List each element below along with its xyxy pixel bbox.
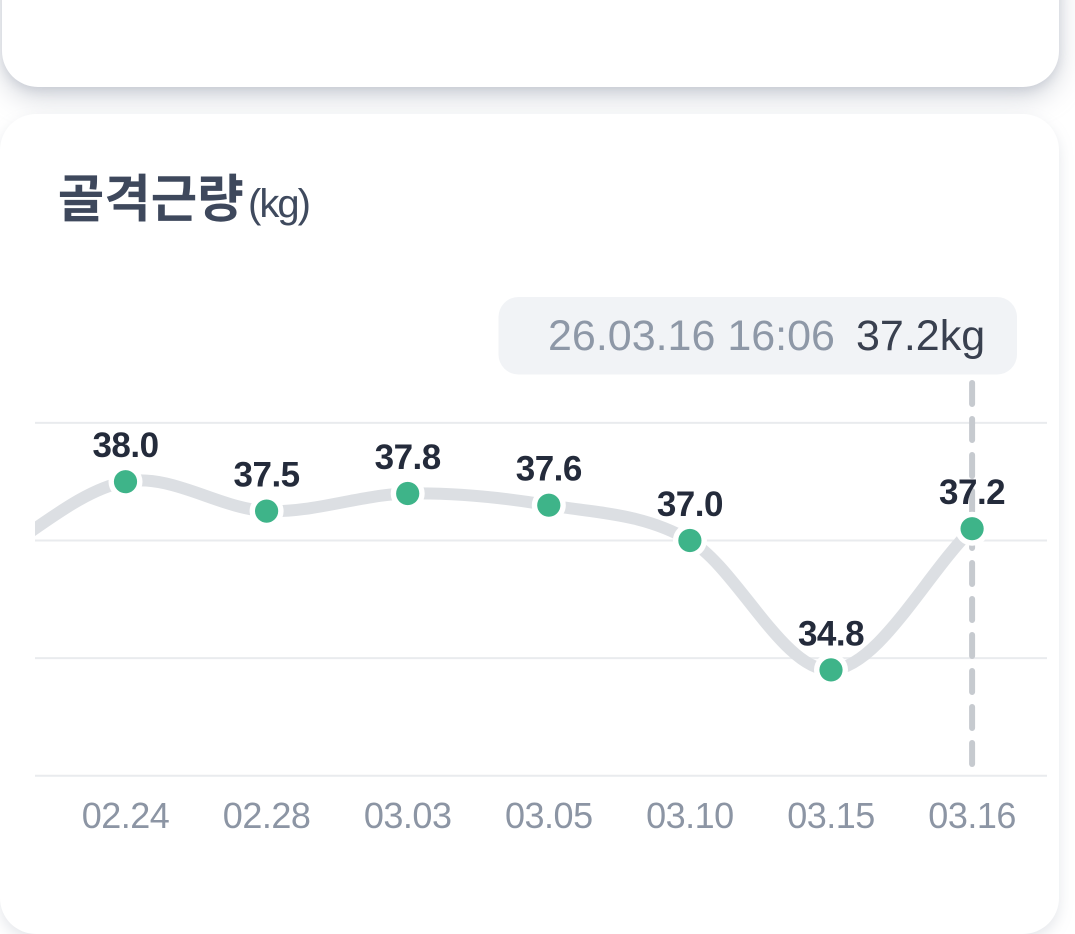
- svg-text:(kg): (kg): [248, 182, 309, 226]
- svg-text:03.03: 03.03: [364, 795, 452, 836]
- svg-text:37.5: 37.5: [234, 456, 300, 495]
- svg-text:37.8: 37.8: [375, 438, 441, 477]
- svg-text:34.8: 34.8: [798, 614, 864, 653]
- svg-text:37.2: 37.2: [939, 473, 1005, 512]
- svg-text:26.03.16 16:06: 26.03.16 16:06: [548, 312, 835, 360]
- svg-text:38.0: 38.0: [92, 426, 158, 465]
- svg-text:37.0: 37.0: [657, 485, 723, 524]
- svg-text:03.16: 03.16: [928, 795, 1016, 836]
- svg-text:37.2kg: 37.2kg: [856, 312, 985, 360]
- svg-text:03.15: 03.15: [787, 795, 875, 836]
- svg-text:02.28: 02.28: [223, 795, 311, 836]
- svg-text:03.10: 03.10: [646, 795, 734, 836]
- svg-text:03.05: 03.05: [505, 795, 593, 836]
- svg-text:02.24: 02.24: [82, 795, 170, 836]
- svg-text:37.6: 37.6: [516, 450, 582, 489]
